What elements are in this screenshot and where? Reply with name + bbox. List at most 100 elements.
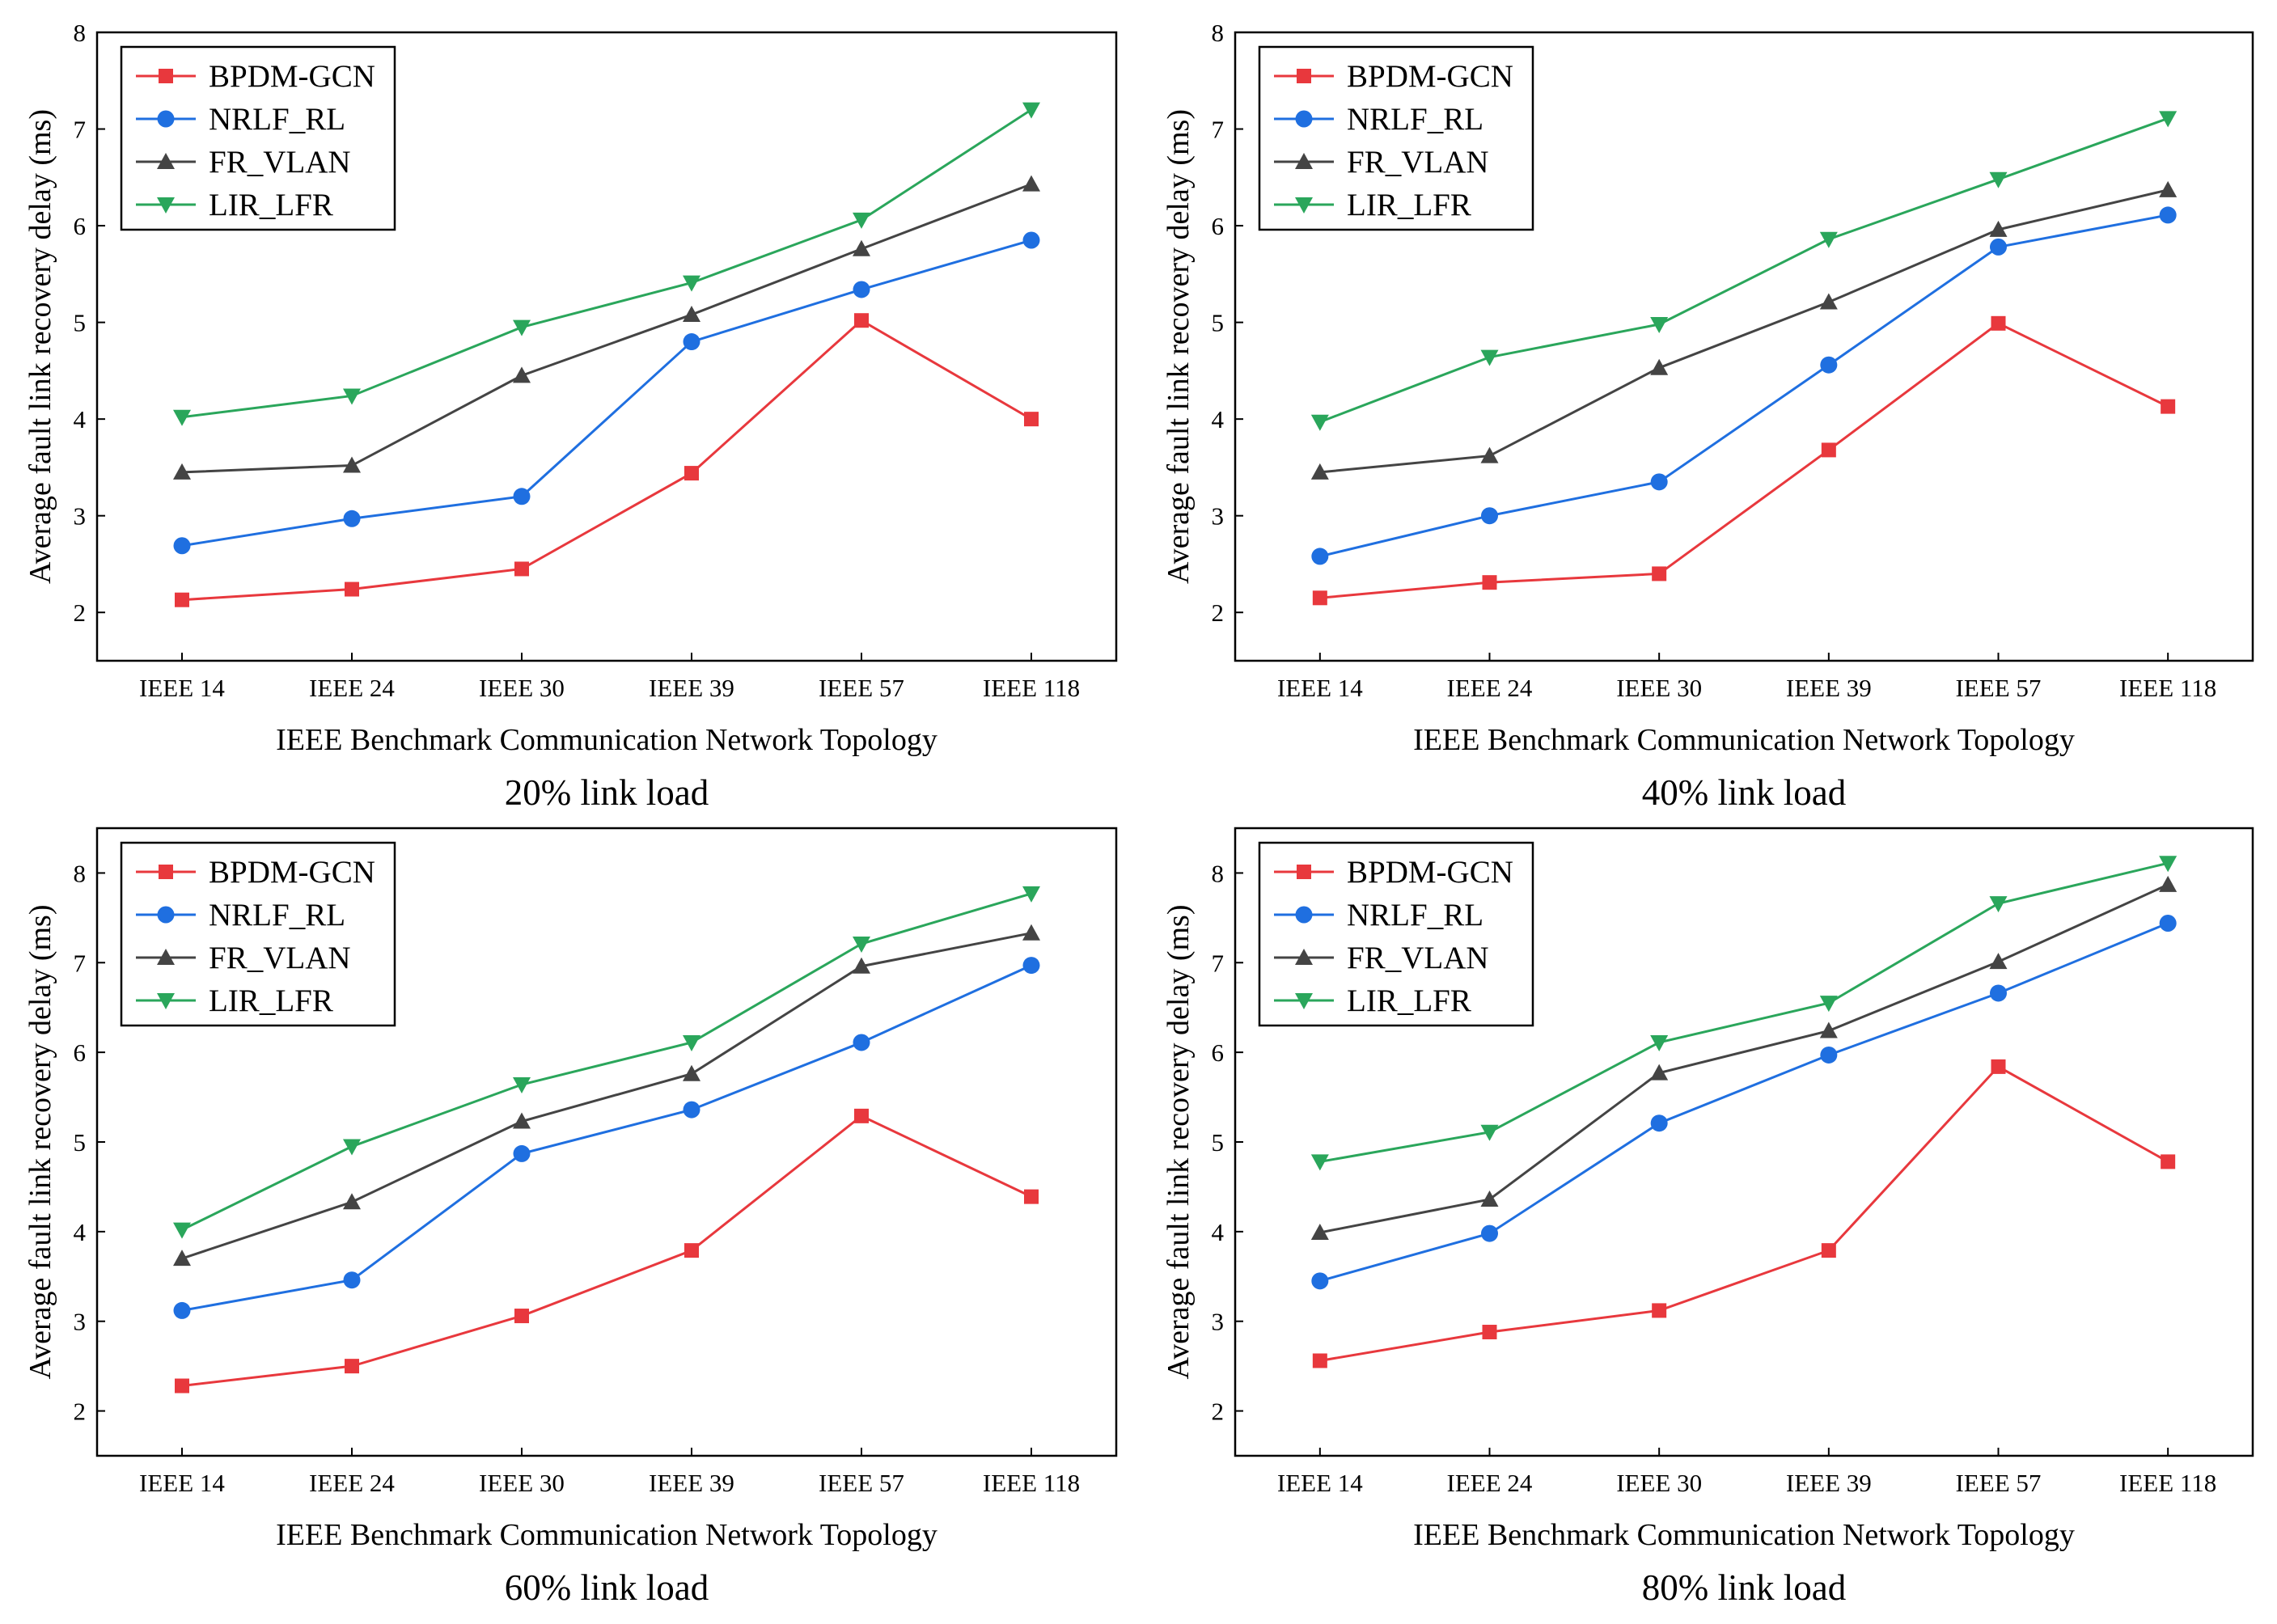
data-point [343,1193,361,1210]
x-axis-label: IEEE Benchmark Communication Network Top… [1413,723,2075,757]
series-nrlf-rl [1311,915,2177,1290]
data-point [684,466,699,481]
data-point [1819,1021,1838,1038]
data-point [514,1309,529,1324]
data-point [173,463,191,480]
data-point [1820,356,1838,374]
data-point [854,313,869,328]
data-point [684,1243,699,1258]
legend-marker [1295,993,1313,1009]
legend-label: NRLF_RL [1347,102,1483,137]
panel-caption: 40% link load [1642,772,1846,813]
data-point [2161,1154,2176,1169]
panel-caption: 60% link load [505,1567,709,1608]
data-point [1312,590,1327,606]
legend: BPDM-GCN NRLF_RL FR_VLAN LIR_LFR [120,45,396,231]
data-point [343,1271,361,1289]
x-tick-label: IEEE 30 [479,1469,565,1497]
data-point [1819,231,1838,248]
legend-label: FR_VLAN [1347,941,1489,975]
series-line [181,964,1032,1312]
y-tick-label: 7 [74,116,87,144]
data-point [1650,317,1669,334]
data-point [513,319,531,336]
data-point [514,561,529,577]
data-point [345,1359,359,1374]
x-tick-label: IEEE 118 [2119,674,2216,702]
data-point [1310,1154,1329,1171]
legend: BPDM-GCN NRLF_RL FR_VLAN LIR_LFR [1258,841,1534,1027]
x-tick-label: IEEE 39 [1786,1469,1872,1497]
y-tick-label: 6 [74,212,87,240]
data-point [175,1378,189,1394]
data-point [345,582,359,597]
y-axis-label: Average fault link recovery delay (ms) [23,109,57,584]
data-point [1650,473,1668,491]
chart-panel-2: 2 3 4 5 6 7 8 IEEE 14 IEEE 24 IEEE 30 IEEE 39 IEEE … [1162,19,2254,813]
x-tick-label: IEEE 39 [649,674,734,702]
series-line [181,239,1032,548]
legend-label: BPDM-GCN [209,59,375,94]
x-tick-label: IEEE 14 [139,674,225,702]
legend-label: BPDM-GCN [1347,855,1513,890]
y-tick-label: 2 [74,1398,87,1426]
data-point [854,1108,869,1123]
data-point [1482,575,1497,590]
chart-panel-4: 2 3 4 5 6 7 8 IEEE 14 IEEE 24 IEEE 30 IEEE 39 IEEE … [1162,827,2254,1608]
legend-marker [1295,906,1313,924]
series-line [1319,188,2169,474]
data-point [173,537,191,555]
series-line [181,932,1032,1260]
y-tick-label: 5 [74,1128,87,1157]
x-tick-label: IEEE 24 [309,1469,395,1497]
x-tick-label: IEEE 30 [1616,674,1702,702]
data-point [853,281,870,298]
series-line [181,319,1032,602]
series-line [1319,922,2169,1283]
x-tick-label: IEEE 118 [983,674,1080,702]
data-point [1022,957,1040,975]
data-point [1650,1034,1669,1051]
y-tick-label: 5 [1212,1128,1225,1157]
legend-label: FR_VLAN [209,941,351,975]
data-point [683,275,700,292]
legend-marker [157,993,175,1009]
legend-label: FR_VLAN [1347,145,1489,180]
plot-frame [1234,31,2254,662]
legend-label: NRLF_RL [1347,898,1483,933]
data-point [2159,915,2177,933]
x-tick-label: IEEE 57 [819,1469,904,1497]
data-point [1990,238,2007,256]
legend-label: FR_VLAN [209,145,351,180]
data-point [683,1034,700,1051]
data-point [853,1034,870,1051]
legend-marker [157,153,175,169]
data-point [1312,1353,1327,1368]
series-line [1319,116,2169,424]
data-point [1821,442,1836,458]
data-point [513,1077,531,1094]
data-point [683,333,700,351]
legend-marker [1295,949,1313,965]
data-point [1819,996,1838,1013]
series-bpdm-gcn [175,313,1039,607]
series-nrlf-rl [1311,206,2177,565]
series-line [181,108,1032,419]
data-point [173,1301,191,1319]
data-point [1989,896,2008,913]
data-point [1650,1114,1668,1132]
data-point [175,592,189,607]
x-tick-label: IEEE 14 [1277,1469,1363,1497]
x-tick-label: IEEE 118 [983,1469,1080,1497]
data-point [1989,220,2008,237]
data-point [1991,315,2006,331]
data-point [1480,1190,1499,1207]
legend-marker [1297,69,1311,83]
y-axis-label: Average fault link recovery delay (ms) [23,905,57,1380]
data-point [1022,231,1040,249]
x-tick-label: IEEE 118 [2119,1469,2216,1497]
y-tick-label: 6 [1212,212,1225,240]
data-point [1310,414,1329,431]
data-point [343,456,361,473]
